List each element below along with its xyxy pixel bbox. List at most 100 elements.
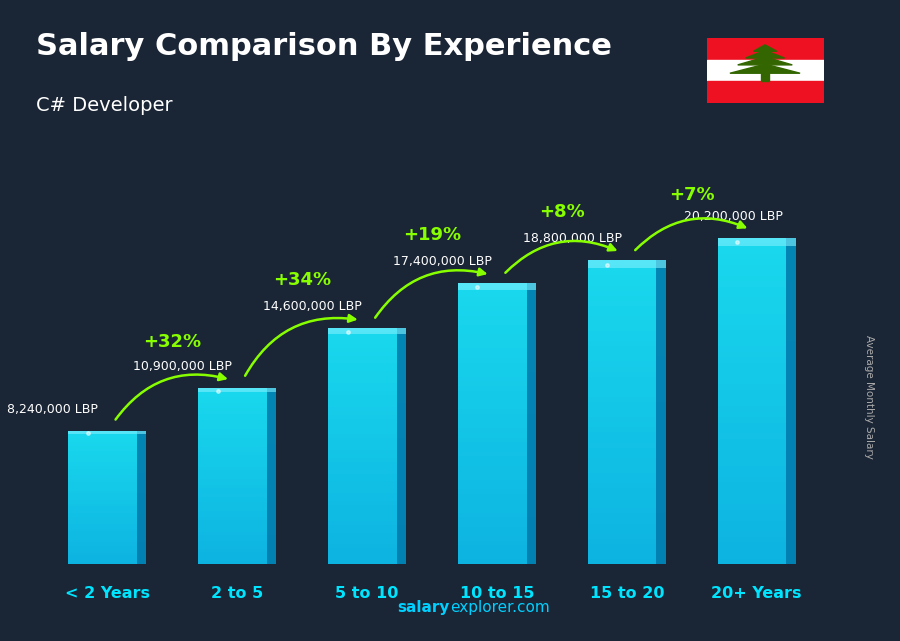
Bar: [68, 471, 147, 473]
Bar: [68, 546, 147, 549]
Bar: [588, 382, 666, 387]
Bar: [458, 424, 536, 428]
Bar: [328, 450, 406, 454]
Bar: [458, 283, 536, 288]
Bar: [328, 363, 406, 367]
Bar: [68, 455, 147, 458]
Bar: [588, 397, 666, 402]
Bar: [458, 447, 536, 451]
Bar: [328, 379, 406, 383]
Bar: [458, 311, 536, 315]
Bar: [588, 534, 666, 538]
Bar: [458, 358, 536, 363]
Text: +32%: +32%: [143, 333, 202, 351]
Bar: [68, 544, 147, 546]
Text: 20,200,000 LBP: 20,200,000 LBP: [684, 210, 783, 222]
Bar: [717, 265, 796, 271]
Bar: [717, 412, 796, 417]
Text: 8,240,000 LBP: 8,240,000 LBP: [7, 403, 98, 416]
Bar: [458, 367, 536, 372]
Bar: [588, 367, 666, 372]
Bar: [717, 526, 796, 531]
Bar: [68, 440, 147, 442]
Bar: [68, 458, 147, 460]
Bar: [328, 328, 406, 332]
Bar: [198, 485, 276, 488]
Bar: [68, 487, 147, 488]
Bar: [458, 381, 536, 386]
Bar: [198, 561, 276, 564]
Bar: [198, 505, 276, 508]
Bar: [198, 540, 276, 544]
Bar: [717, 346, 796, 352]
Bar: [198, 449, 276, 453]
Bar: [328, 422, 406, 426]
Bar: [458, 442, 536, 447]
Bar: [706, 81, 824, 103]
Bar: [68, 453, 147, 455]
Polygon shape: [730, 64, 800, 73]
Bar: [198, 420, 276, 423]
Bar: [328, 509, 406, 513]
Bar: [198, 417, 276, 420]
Text: +19%: +19%: [403, 226, 461, 244]
Bar: [198, 441, 276, 444]
Bar: [717, 319, 796, 324]
Bar: [198, 467, 276, 470]
Bar: [717, 379, 796, 385]
Bar: [198, 499, 276, 503]
Bar: [198, 523, 276, 526]
Bar: [588, 301, 666, 306]
Bar: [198, 490, 276, 494]
Bar: [68, 537, 147, 540]
Bar: [328, 435, 406, 438]
Bar: [458, 404, 536, 410]
Bar: [458, 283, 536, 290]
Bar: [458, 489, 536, 494]
Bar: [588, 478, 666, 483]
Bar: [68, 517, 147, 520]
Bar: [458, 386, 536, 390]
Bar: [706, 38, 824, 60]
Bar: [328, 352, 406, 356]
Bar: [198, 549, 276, 553]
Bar: [458, 456, 536, 461]
Text: salary: salary: [398, 601, 450, 615]
Bar: [328, 525, 406, 529]
Bar: [198, 538, 276, 540]
Bar: [458, 306, 536, 311]
Bar: [198, 473, 276, 476]
Bar: [717, 417, 796, 422]
Bar: [198, 464, 276, 467]
Bar: [68, 531, 147, 533]
Bar: [198, 462, 276, 464]
Bar: [458, 494, 536, 499]
Bar: [588, 387, 666, 392]
Bar: [588, 331, 666, 336]
Bar: [588, 407, 666, 412]
Bar: [588, 311, 666, 316]
Bar: [68, 508, 147, 511]
Text: C# Developer: C# Developer: [36, 96, 173, 115]
Bar: [717, 368, 796, 374]
Bar: [198, 529, 276, 532]
Bar: [68, 451, 147, 453]
Bar: [328, 419, 406, 422]
Bar: [328, 485, 406, 489]
Bar: [458, 428, 536, 433]
Bar: [588, 356, 666, 362]
Bar: [198, 435, 276, 438]
Bar: [717, 292, 796, 297]
Polygon shape: [753, 45, 777, 51]
Bar: [458, 545, 536, 550]
Bar: [328, 375, 406, 379]
Bar: [328, 466, 406, 470]
Bar: [328, 438, 406, 442]
Bar: [717, 287, 796, 292]
Bar: [588, 437, 666, 442]
Bar: [68, 504, 147, 506]
Bar: [458, 550, 536, 554]
Bar: [198, 403, 276, 406]
Bar: [68, 553, 147, 555]
Bar: [198, 558, 276, 561]
